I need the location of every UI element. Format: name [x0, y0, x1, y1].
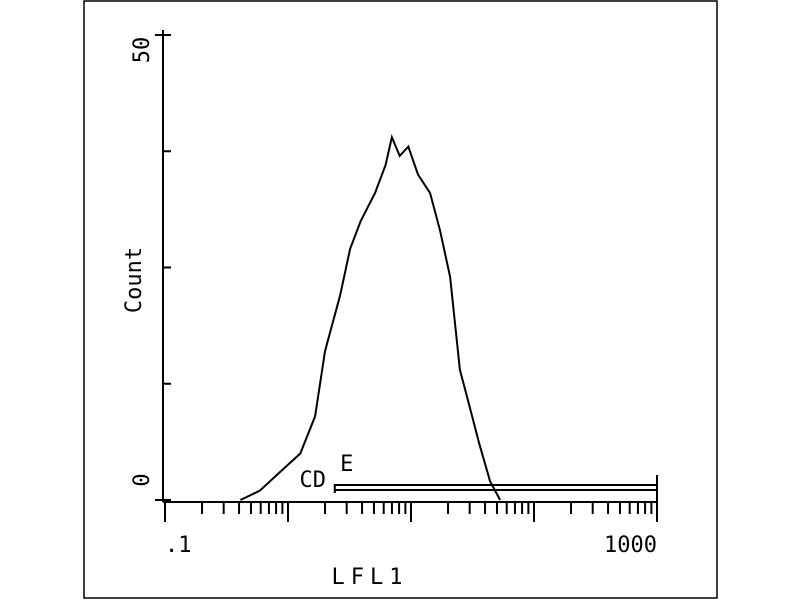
- x-tick-label: .1: [165, 533, 192, 558]
- annotation: CD: [300, 468, 327, 493]
- frame: [83, 0, 718, 599]
- gate-bar: [333, 484, 658, 493]
- x-tick-label: 1000: [604, 533, 657, 558]
- y-tick-label: 50: [130, 37, 155, 64]
- y-tick-label: 0: [130, 473, 155, 486]
- x-axis-label: LFL1: [332, 565, 409, 590]
- histogram-line: [239, 134, 501, 501]
- y-axis-label: Count: [122, 247, 147, 313]
- gate-label: E: [340, 452, 353, 477]
